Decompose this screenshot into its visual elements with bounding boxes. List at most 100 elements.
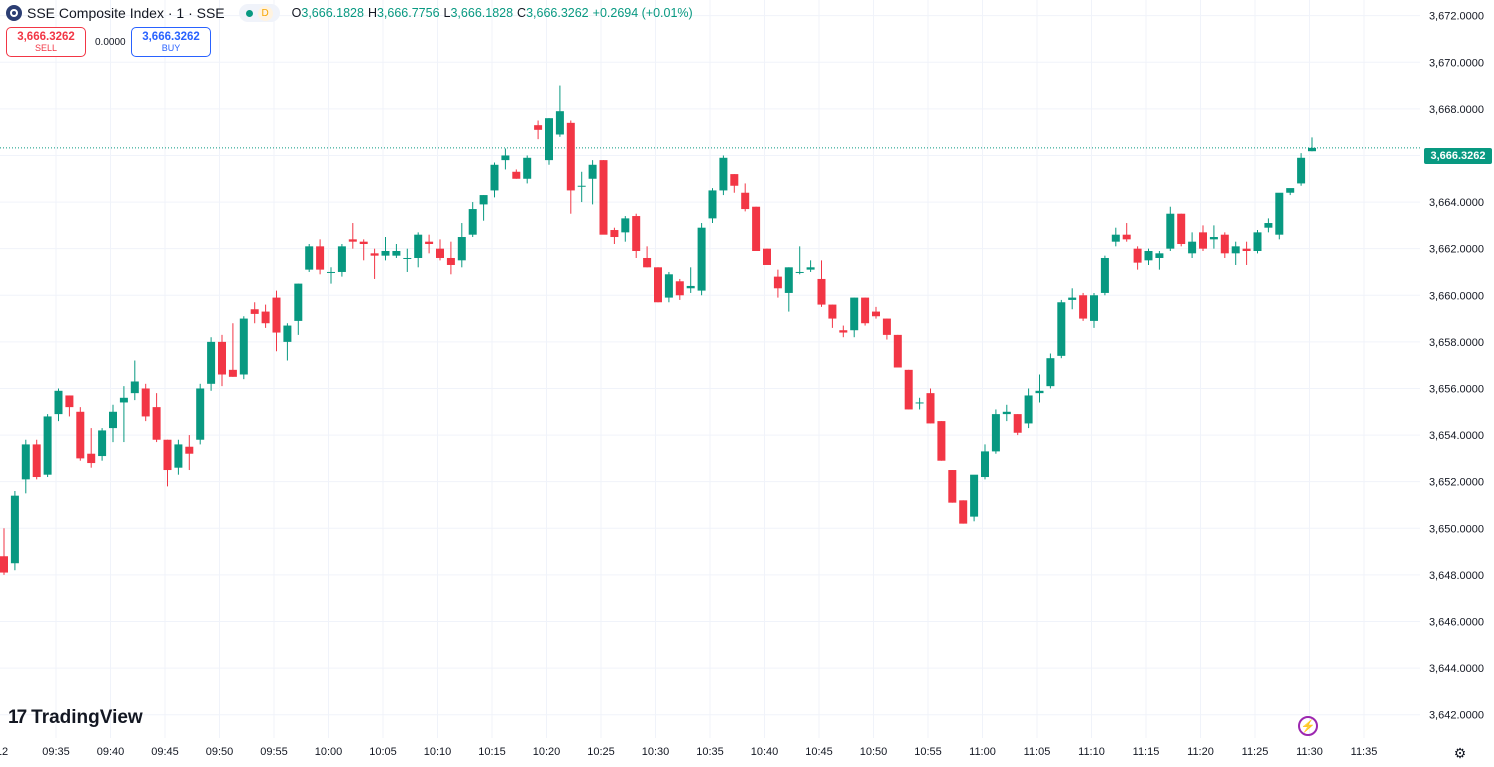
candle xyxy=(163,439,172,487)
candle-body xyxy=(87,453,96,464)
candle-body xyxy=(1231,246,1240,254)
candle xyxy=(1275,192,1284,240)
candle xyxy=(1286,188,1295,196)
candle xyxy=(675,278,684,300)
candle xyxy=(403,248,412,272)
time-axis: 12 09:35 09:40 09:45 09:50 09:55 10:00 10:05 10:… xyxy=(0,746,1377,758)
y-tick-label: 3,644.0000 xyxy=(1429,663,1484,675)
ohlc-values: O3,666.1828 H3,666.7756 L3,666.1828 C3,6… xyxy=(291,6,693,20)
market-open-dot-icon xyxy=(245,9,253,17)
candle xyxy=(337,244,346,277)
x-tick-label: 10:35 xyxy=(696,746,724,758)
tradingview-logo[interactable]: 17 TradingView xyxy=(8,707,143,729)
candle-body xyxy=(359,241,368,245)
candle xyxy=(305,244,314,272)
candle xyxy=(294,283,303,335)
y-tick-label: 3,670.0000 xyxy=(1429,57,1484,69)
candle-body xyxy=(1253,232,1262,251)
candle xyxy=(32,439,41,480)
candle-body xyxy=(109,411,117,429)
candle xyxy=(174,439,183,475)
candle xyxy=(970,474,979,522)
candle xyxy=(1079,292,1088,321)
candle-body xyxy=(261,311,270,324)
candle-body xyxy=(937,421,946,461)
candle-body xyxy=(185,446,194,454)
candle-body xyxy=(392,250,401,256)
chart-header: SSE Composite Index · 1 · SSE D O3,666.1… xyxy=(6,2,693,24)
x-tick-label: 11:00 xyxy=(969,746,996,758)
candle xyxy=(1308,137,1316,152)
candle-body xyxy=(577,185,586,187)
candle xyxy=(87,428,96,468)
x-tick-label: 09:45 xyxy=(151,746,179,758)
candle-body xyxy=(1275,192,1284,235)
y-tick-label: 3,646.0000 xyxy=(1429,616,1484,628)
candle xyxy=(850,297,859,338)
candle xyxy=(141,383,150,422)
candle xyxy=(588,160,597,205)
buy-button[interactable]: 3,666.3262 BUY xyxy=(131,27,211,57)
candle xyxy=(610,227,619,245)
candle xyxy=(446,241,455,275)
candle-body xyxy=(403,257,412,259)
candle xyxy=(784,267,793,312)
x-tick-label: 10:40 xyxy=(751,746,779,758)
candle-body xyxy=(948,470,957,503)
candle xyxy=(730,174,739,193)
gear-icon[interactable]: ⚙ xyxy=(1453,744,1467,761)
candle xyxy=(327,267,335,284)
candle-body xyxy=(239,318,248,375)
candle-body xyxy=(1297,157,1306,184)
candle xyxy=(239,316,248,380)
candle-body xyxy=(850,297,859,331)
candle xyxy=(468,202,477,238)
market-status[interactable]: D xyxy=(238,4,280,22)
y-tick-label: 3,658.0000 xyxy=(1429,337,1484,349)
candle xyxy=(882,318,891,340)
candle-body xyxy=(1242,248,1251,251)
candle xyxy=(1188,232,1197,258)
candle-body xyxy=(1068,297,1077,300)
buy-price: 3,666.3262 xyxy=(142,31,200,43)
candle xyxy=(512,169,521,179)
candle xyxy=(872,306,880,319)
x-tick-label: 10:30 xyxy=(642,746,670,758)
lightning-icon[interactable]: ⚡ xyxy=(1298,716,1318,736)
candle-body xyxy=(436,248,444,258)
candle-body xyxy=(479,195,488,205)
candle-body xyxy=(414,234,423,258)
candle-body xyxy=(446,257,455,265)
candles-layer xyxy=(0,85,1316,575)
symbol-title[interactable]: SSE Composite Index · 1 · SSE xyxy=(27,5,225,21)
y-tick-label: 3,662.0000 xyxy=(1429,244,1484,256)
candle xyxy=(1242,241,1251,265)
candle-body xyxy=(872,311,880,317)
candle xyxy=(697,223,706,296)
candle xyxy=(741,183,750,212)
candle xyxy=(119,386,128,443)
y-tick-label: 3,668.0000 xyxy=(1429,104,1484,116)
x-tick-label: 09:50 xyxy=(206,746,234,758)
candle xyxy=(272,290,281,352)
candle xyxy=(545,118,553,165)
candle xyxy=(686,267,695,293)
candle xyxy=(185,435,194,471)
x-tick-label: 10:25 xyxy=(587,746,615,758)
candle xyxy=(937,421,946,461)
sell-price: 3,666.3262 xyxy=(17,31,75,43)
candle-body xyxy=(163,439,172,471)
candle xyxy=(643,246,652,268)
candle xyxy=(261,304,270,328)
candle xyxy=(948,470,957,503)
candle-body xyxy=(327,271,335,273)
candle-body xyxy=(784,267,793,293)
sell-button[interactable]: 3,666.3262 SELL xyxy=(6,27,86,57)
x-tick-label: 12 xyxy=(0,746,8,758)
candle-body xyxy=(65,395,74,408)
candle xyxy=(479,195,488,221)
candle xyxy=(981,444,989,480)
candle-body xyxy=(1133,248,1142,263)
last-price-label: 3,666.3262 xyxy=(1424,148,1492,164)
